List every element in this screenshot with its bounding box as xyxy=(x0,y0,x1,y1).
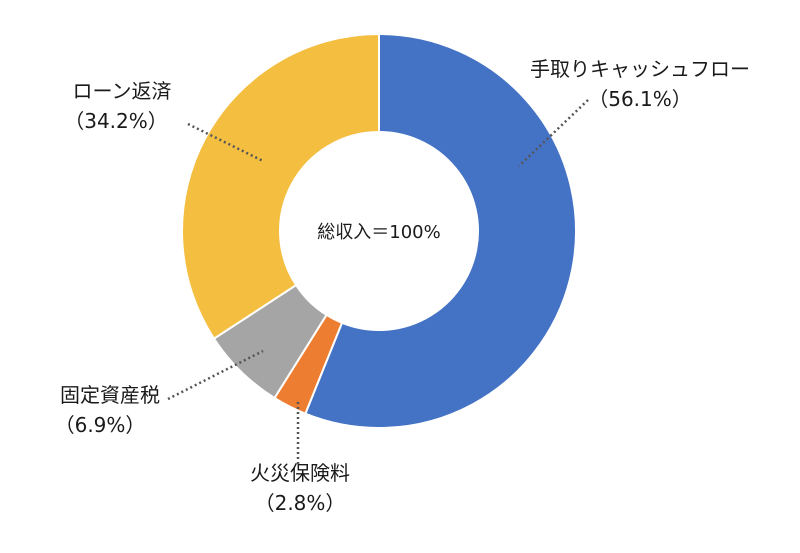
slice-percent-property-tax: （6.9%） xyxy=(55,413,146,437)
slice-label-property-tax: 固定資産税 xyxy=(60,383,160,407)
slice-label-fire-insurance: 火災保険料 xyxy=(250,461,350,485)
slice-percent-cashflow: （56.1%） xyxy=(588,87,692,111)
slice-loan xyxy=(181,32,380,341)
leader-line-loan xyxy=(187,122,264,163)
slices-group xyxy=(181,32,577,429)
slice-label-cashflow: 手取りキャッシュフロー xyxy=(530,57,750,81)
slice-cashflow xyxy=(304,32,577,429)
slice-percent-fire-insurance: （2.8%） xyxy=(255,491,346,515)
slice-percent-loan: （34.2%） xyxy=(64,109,168,133)
leader-lines-group xyxy=(167,99,589,464)
leader-line-cashflow xyxy=(518,99,589,167)
center-label: 総収入＝100% xyxy=(317,222,440,243)
slice-label-loan: ローン返済 xyxy=(73,79,172,103)
